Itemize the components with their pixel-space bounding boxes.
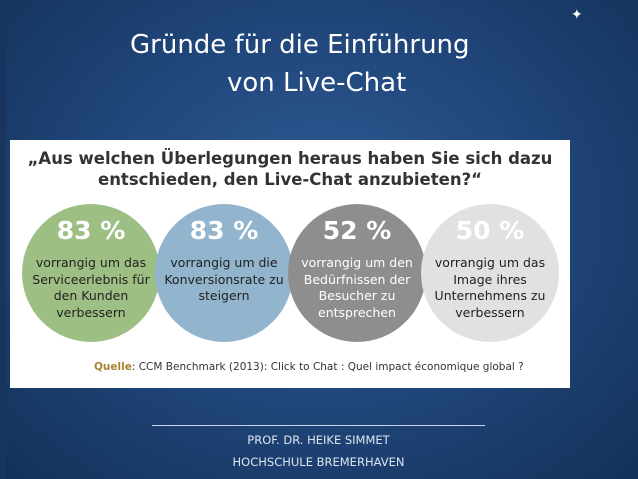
source-text: : CCM Benchmark (2013): Click to Chat : … <box>131 361 524 373</box>
result-description: vorrangig um das Serviceerlebnis für den… <box>28 255 154 321</box>
survey-question: „Aus welchen Überlegungen heraus haben S… <box>10 148 570 190</box>
slide-title-line-2: von Live-Chat <box>227 68 407 98</box>
result-description-line: Konversionsrate zu <box>164 271 284 287</box>
result-description-line: verbessern <box>56 304 126 320</box>
survey-question-line-1: „Aus welchen Überlegungen heraus haben S… <box>27 149 553 168</box>
slide-title: Gründe für die Einführung von Live-Chat <box>110 26 550 102</box>
footer-author: PROF. DR. HEIKE SIMMET <box>247 433 390 447</box>
result-description-line: vorrangig um den <box>301 255 413 270</box>
slide-title-line-1: Gründe für die Einführung <box>130 30 470 60</box>
result-circle-image: 50 % vorrangig um das Image ihres Untern… <box>421 204 559 342</box>
result-description-line: den Kunden <box>53 288 129 303</box>
result-percent: 83 % <box>189 216 259 245</box>
survey-figure: „Aus welchen Überlegungen heraus haben S… <box>10 140 570 388</box>
result-percent: 50 % <box>455 216 525 245</box>
result-description-line: vorrangig um das <box>434 255 546 270</box>
result-percent: 52 % <box>322 216 392 245</box>
result-description-line: Image ihres <box>453 271 527 287</box>
star-icon: ✦ <box>571 7 583 23</box>
result-description-line: Besucher zu <box>318 288 396 303</box>
result-description: vorrangig um den Bedürfnissen der Besuch… <box>294 255 420 321</box>
result-description-line: vorrangig um die <box>170 255 278 270</box>
result-description-line: Unternehmens zu <box>434 288 546 303</box>
result-description-line: Serviceerlebnis für <box>32 271 150 287</box>
result-circle-needs: 52 % vorrangig um den Bedürfnissen der B… <box>288 204 426 342</box>
left-edge-stripe <box>0 0 6 479</box>
survey-question-line-2: entschieden, den Live-Chat anzubieten?“ <box>98 170 482 189</box>
result-description: vorrangig um das Image ihres Unternehmen… <box>427 255 553 321</box>
footer-institution: HOCHSCHULE BREMERHAVEN <box>232 455 405 469</box>
result-description-line: Bedürfnissen der <box>303 271 411 287</box>
result-circle-service: 83 % vorrangig um das Serviceerlebnis fü… <box>22 204 160 342</box>
result-description-line: vorrangig um das <box>35 255 147 270</box>
result-description: vorrangig um die Konversionsrate zu stei… <box>161 255 287 305</box>
result-description-line: steigern <box>198 288 250 303</box>
result-percent: 83 % <box>56 216 126 245</box>
result-description-line: verbessern <box>455 304 525 320</box>
source-label: Quelle <box>94 361 132 373</box>
source-citation: Quelle: CCM Benchmark (2013): Click to C… <box>94 361 524 373</box>
footer-divider <box>152 425 485 426</box>
result-description-line: entsprechen <box>318 304 396 320</box>
result-circle-conversion: 83 % vorrangig um die Konversionsrate zu… <box>155 204 293 342</box>
